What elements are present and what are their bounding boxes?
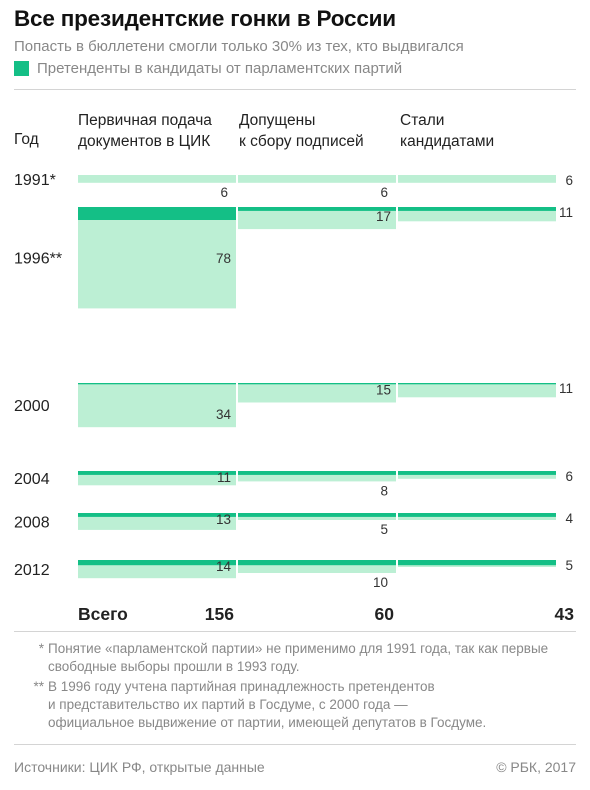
totals-label: Всего (78, 604, 128, 624)
footnote-2-line-2: и представительство их партий в Госдуме,… (48, 697, 408, 712)
footnote-2-mark: ** (33, 679, 44, 694)
value-label-2012-stage-1: 14 (216, 559, 232, 574)
party-bar-2012-stage-2 (238, 560, 396, 566)
footnotes: * Понятие «парламентской партии» не прим… (14, 640, 548, 734)
party-bar-2008-stage-2 (238, 513, 396, 517)
footer-divider (14, 744, 576, 745)
value-label-1991-stage-2: 6 (380, 185, 388, 200)
stage-header-3-line-2: кандидатами (400, 133, 495, 150)
footnote-2-line-1: В 1996 году учтена партийная принадлежно… (48, 679, 435, 694)
party-bar-2000-stage-1 (78, 383, 236, 385)
party-bar-2012-stage-3 (398, 560, 556, 566)
value-label-2008-stage-2: 5 (380, 522, 388, 537)
footnote-1-line-2: свободные выборы прошли в 1993 году. (48, 659, 300, 674)
value-label-1991-stage-1: 6 (220, 185, 228, 200)
value-label-1996-stage-1: 78 (216, 251, 231, 266)
value-label-2012-stage-3: 5 (565, 558, 573, 573)
total-stage-2: 60 (374, 604, 394, 624)
total-stage-1: 156 (204, 604, 234, 624)
stage-header-3-line-1: Стали (400, 112, 445, 129)
bar-2000-stage-1 (78, 383, 236, 428)
year-label-3: 2000 (14, 398, 50, 415)
chart-subtitle: Попасть в бюллетени смогли только 30% из… (14, 38, 464, 55)
value-label-2000-stage-1: 34 (216, 407, 232, 422)
party-bar-1996-stage-2 (238, 207, 396, 211)
party-bar-2008-stage-1 (78, 513, 236, 517)
copyright: © РБК, 2017 (496, 759, 576, 775)
stage-header-2-line-2: к сбору подписей (239, 133, 364, 150)
footnote-2-line-3: официальное выдвижение от партии, имеюще… (48, 715, 487, 730)
bar-2004-stage-2 (238, 471, 396, 482)
value-label-1991-stage-3: 6 (565, 173, 573, 188)
party-bar-2004-stage-1 (78, 471, 236, 475)
value-label-1996-stage-2: 17 (376, 209, 391, 224)
totals-divider (14, 631, 576, 632)
bar-2008-stage-1 (78, 513, 236, 530)
source-note: Источники: ЦИК РФ, открытые данные (14, 759, 265, 775)
party-bar-1996-stage-1 (78, 207, 236, 220)
bar-1991-stage-3 (398, 175, 556, 183)
year-label-5: 2008 (14, 514, 50, 531)
bar-2000-stage-3 (398, 383, 556, 398)
party-bar-2000-stage-3 (398, 383, 556, 385)
value-label-2004-stage-2: 8 (380, 483, 388, 498)
value-label-2012-stage-2: 10 (373, 575, 388, 590)
party-bar-1996-stage-3 (398, 207, 556, 211)
year-label-6: 2012 (14, 562, 50, 579)
value-label-2004-stage-1: 11 (217, 470, 231, 485)
footnote-1-mark: * (38, 641, 44, 656)
stage-header-1-line-2: документов в ЦИК (78, 133, 211, 150)
bar-1991-stage-1 (78, 175, 236, 183)
stage-header-3: Стали кандидатами (400, 110, 494, 152)
value-label-2008-stage-1: 13 (216, 512, 231, 527)
year-label-1: 1991* (14, 172, 56, 189)
party-bar-2004-stage-3 (398, 471, 556, 475)
bar-1996-stage-2 (238, 207, 396, 230)
party-bar-2008-stage-3 (398, 513, 556, 517)
stage-header-1-line-1: Первичная подача (78, 112, 212, 129)
stage-header-2-line-1: Допущены (239, 112, 316, 129)
total-stage-3: 43 (554, 604, 574, 624)
year-column-header: Год (14, 131, 39, 148)
year-label-2: 1996** (14, 251, 62, 268)
party-bar-2012-stage-1 (78, 560, 236, 566)
bar-2000-stage-2 (238, 383, 396, 403)
footnote-1-line-1: Понятие «парламентской партии» не примен… (48, 641, 549, 656)
footnote-2: ** В 1996 году учтена партийная принадле… (14, 678, 548, 732)
chart-title: Все президентские гонки в России (14, 6, 396, 31)
bar-1996-stage-1 (78, 207, 236, 309)
value-label-2000-stage-2: 15 (376, 383, 391, 398)
stage-header-2: Допущены к сбору подписей (239, 110, 364, 152)
legend: Претенденты в кандидаты от парламентских… (14, 60, 402, 77)
value-label-2008-stage-3: 4 (565, 511, 573, 526)
value-label-1996-stage-3: 11 (559, 205, 573, 220)
header-divider (14, 89, 576, 90)
value-label-2000-stage-3: 11 (559, 381, 573, 396)
value-label-2004-stage-3: 6 (565, 469, 573, 484)
year-label-4: 2004 (14, 471, 50, 488)
party-bar-2004-stage-2 (238, 471, 396, 475)
legend-label: Претенденты в кандидаты от парламентских… (37, 60, 403, 77)
legend-swatch (14, 61, 29, 76)
bar-1991-stage-2 (238, 175, 396, 183)
party-bar-2000-stage-2 (238, 383, 396, 385)
funnel-chart: 1991* 6 6 6 1996** 78 17 11 2000 34 15 11 2004 11 8 6 20… (14, 172, 573, 590)
footnote-1: * Понятие «парламентской партии» не прим… (14, 640, 548, 676)
stage-header-1: Первичная подача документов в ЦИК (78, 110, 212, 152)
